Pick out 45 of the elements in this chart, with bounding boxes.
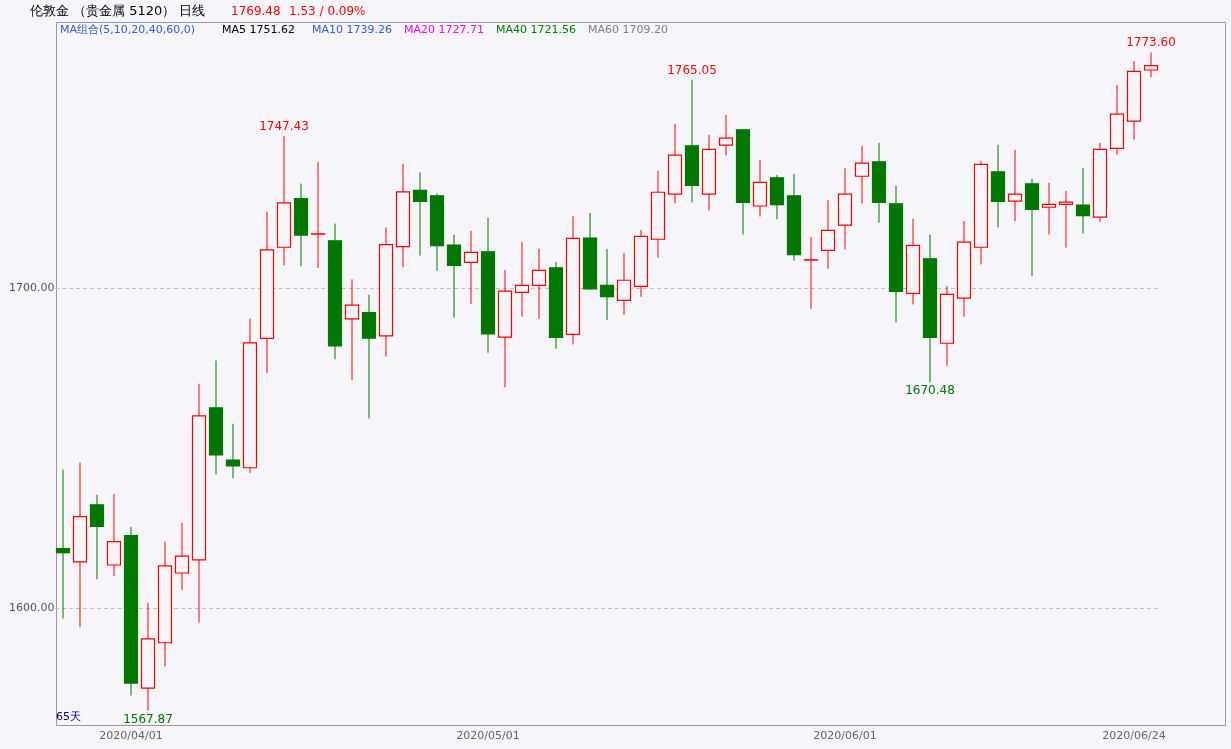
candlestick (1143, 51, 1159, 78)
y-tick-label: 1600.00 (9, 601, 55, 615)
candlestick (106, 493, 122, 577)
candlestick (55, 469, 71, 619)
candlestick (174, 522, 190, 591)
candlestick (1041, 182, 1057, 235)
text: 1769.48 (231, 4, 281, 18)
candlestick (854, 145, 870, 204)
candlestick (752, 159, 768, 218)
x-tick-label: 2020/06/24 (1102, 728, 1166, 742)
annotation: 1747.43 (259, 119, 309, 134)
annotation: 1773.60 (1126, 35, 1176, 50)
x-tick-label: 2020/05/01 (456, 728, 520, 742)
annotation: MA40 1721.56 (496, 23, 576, 36)
candlestick (310, 161, 326, 269)
candlestick (1007, 149, 1023, 222)
y-tick-label: 1700.00 (9, 281, 55, 295)
annotation: MA60 1709.20 (588, 23, 668, 36)
annotation: MA10 1739.26 (312, 23, 392, 36)
candlestick (344, 278, 360, 381)
candlestick (531, 248, 547, 320)
candlestick (718, 114, 734, 156)
chart-title: 伦敦金 （贵金属 5120） 日线 (30, 3, 206, 18)
annotation: 1765.05 (667, 62, 717, 77)
annotation: 65天 (56, 710, 81, 723)
candlestick (412, 171, 428, 257)
annotation: MA20 1727.71 (404, 23, 484, 36)
annotation: MA组合(5,10,20,40,60,0) (60, 23, 196, 36)
x-tick-label: 2020/04/01 (99, 728, 163, 742)
candlestick (463, 230, 479, 305)
candlestick (1075, 167, 1091, 235)
candlestick (1058, 190, 1074, 249)
candlestick (599, 248, 615, 321)
candlestick (820, 199, 836, 270)
annotation: 1670.48 (905, 383, 955, 398)
candlestick (225, 423, 241, 479)
candlestick (89, 494, 105, 580)
annotation: 1567.87 (123, 711, 173, 726)
candlestick (446, 234, 462, 319)
text: 1.53 / 0.09% (289, 4, 366, 18)
candlestick (616, 252, 632, 316)
annotation: MA5 1751.62 (222, 23, 295, 36)
x-tick-label: 2020/06/01 (813, 728, 877, 742)
candlestick (514, 241, 530, 318)
candlestick (803, 236, 819, 310)
